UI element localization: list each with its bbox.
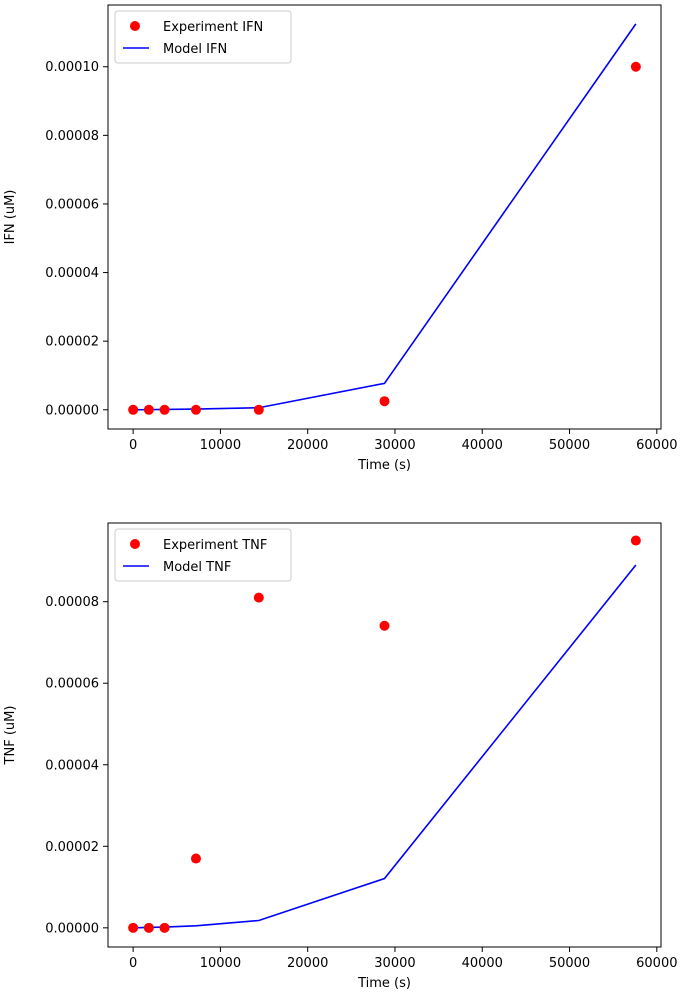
x-tick-label: 60000 bbox=[636, 956, 677, 971]
y-tick-label: 0.00006 bbox=[45, 677, 99, 692]
x-tick-label: 50000 bbox=[549, 438, 590, 453]
legend: Experiment TNF Model TNF bbox=[114, 528, 292, 582]
legend-marker bbox=[130, 539, 140, 549]
axes-frame bbox=[107, 522, 662, 948]
chart-tnf: 0 10000 20000 30000 40000 50000 60000 0.00000 0.… bbox=[3, 522, 677, 991]
data-point-experiment bbox=[159, 404, 170, 415]
data-point-experiment bbox=[190, 853, 201, 864]
data-point-experiment bbox=[630, 61, 641, 72]
x-tick-label: 30000 bbox=[374, 438, 415, 453]
y-axis-title: IFN (uM) bbox=[3, 190, 18, 245]
axes-frame bbox=[107, 4, 662, 430]
x-tick-label: 60000 bbox=[636, 438, 677, 453]
data-point-experiment bbox=[379, 396, 390, 407]
x-tick-label: 10000 bbox=[200, 956, 241, 971]
y-tick-label: 0.00006 bbox=[45, 197, 99, 212]
legend-label: Model IFN bbox=[163, 42, 227, 57]
legend-label: Experiment IFN bbox=[163, 20, 263, 35]
series-line-model bbox=[133, 564, 637, 929]
legend-label: Experiment TNF bbox=[163, 538, 267, 553]
y-tick-label: 0.00008 bbox=[45, 129, 99, 144]
data-point-experiment bbox=[190, 404, 201, 415]
x-tick-label: 20000 bbox=[287, 438, 328, 453]
legend-box bbox=[114, 10, 292, 64]
data-point-experiment bbox=[159, 922, 170, 933]
chart-ifn: 0 10000 20000 30000 40000 50000 60000 0.00000 0.… bbox=[3, 4, 677, 473]
data-point-experiment bbox=[128, 404, 139, 415]
legend-marker bbox=[130, 21, 140, 31]
data-point-experiment bbox=[143, 404, 154, 415]
y-tick-label: 0.00000 bbox=[45, 921, 99, 936]
x-tick-label: 20000 bbox=[287, 956, 328, 971]
series-line-model bbox=[133, 23, 637, 411]
data-point-experiment bbox=[253, 404, 264, 415]
legend: Experiment IFN Model IFN bbox=[114, 10, 292, 64]
plot-area bbox=[128, 23, 641, 415]
x-tick-label: 30000 bbox=[374, 956, 415, 971]
data-point-experiment bbox=[630, 535, 641, 546]
legend-label: Model TNF bbox=[163, 560, 231, 575]
y-tick-label: 0.00004 bbox=[45, 758, 99, 773]
x-tick-label: 0 bbox=[129, 956, 137, 971]
y-tick-label: 0.00002 bbox=[45, 840, 99, 855]
x-tick-label: 0 bbox=[129, 438, 137, 453]
data-point-experiment bbox=[143, 922, 154, 933]
x-tick-label: 40000 bbox=[462, 956, 503, 971]
y-axis-title: TNF (uM) bbox=[3, 706, 18, 766]
x-axis-title: Time (s) bbox=[357, 458, 411, 473]
data-point-experiment bbox=[379, 620, 390, 631]
data-point-experiment bbox=[128, 922, 139, 933]
y-tick-label: 0.00002 bbox=[45, 335, 99, 350]
y-tick-label: 0.00010 bbox=[45, 60, 99, 75]
y-tick-label: 0.00004 bbox=[45, 266, 99, 281]
plot-area bbox=[128, 535, 641, 933]
x-tick-label: 40000 bbox=[462, 438, 503, 453]
x-tick-label: 50000 bbox=[549, 956, 590, 971]
y-tick-label: 0.00008 bbox=[45, 595, 99, 610]
y-tick-label: 0.00000 bbox=[45, 403, 99, 418]
data-point-experiment bbox=[253, 592, 264, 603]
legend-box bbox=[114, 528, 292, 582]
x-axis-title: Time (s) bbox=[357, 976, 411, 991]
x-tick-label: 10000 bbox=[200, 438, 241, 453]
